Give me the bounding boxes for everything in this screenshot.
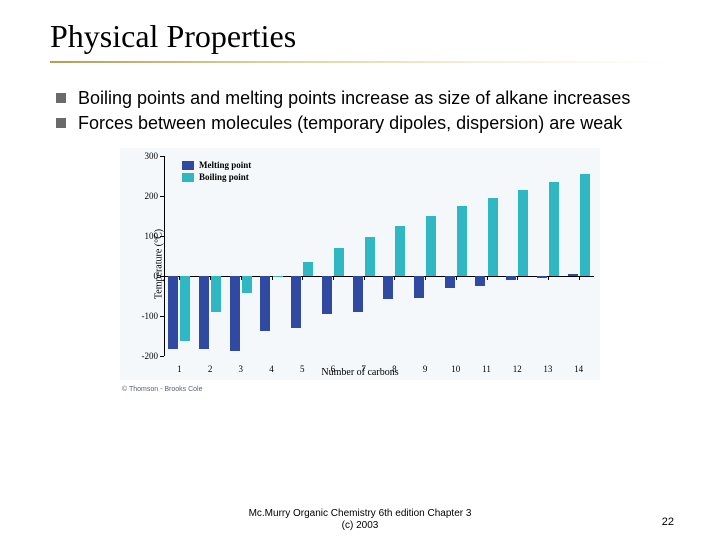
plot-region: -200-10001002003001234567891011121314 xyxy=(164,156,594,356)
chart-bar xyxy=(260,276,270,331)
chart-bar xyxy=(580,174,590,276)
chart-bar xyxy=(334,248,344,276)
chart-bar xyxy=(395,226,405,276)
legend-swatch-icon xyxy=(182,173,194,182)
chart-bar xyxy=(537,276,547,278)
x-tick-label: 13 xyxy=(543,364,552,372)
chart-bar xyxy=(414,276,424,298)
x-tick-label: 5 xyxy=(300,364,305,372)
chart-bar xyxy=(457,206,467,276)
chart-bar xyxy=(549,182,559,276)
legend-item: Boiling point xyxy=(182,172,251,182)
page-number: 22 xyxy=(662,516,674,528)
x-tick-label: 10 xyxy=(451,364,460,372)
x-tick-label: 9 xyxy=(423,364,428,372)
chart-area: Temperature (°C) -200-100010020030012345… xyxy=(120,148,600,380)
bullet-item: Forces between molecules (temporary dipo… xyxy=(56,112,670,135)
bullet-item: Boiling points and melting points increa… xyxy=(56,87,670,110)
chart-bar xyxy=(445,276,455,288)
chart-bar xyxy=(322,276,332,314)
y-tick-label: 300 xyxy=(145,151,159,161)
title-underline xyxy=(50,61,670,63)
legend-label: Melting point xyxy=(199,160,251,170)
x-tick-label: 14 xyxy=(574,364,583,372)
y-tick-label: 100 xyxy=(145,231,159,241)
x-tick-label: 1 xyxy=(177,364,182,372)
chart-bar xyxy=(475,276,485,286)
bullet-list: Boiling points and melting points increa… xyxy=(50,87,670,134)
slide-footer: Mc.Murry Organic Chemistry 6th edition C… xyxy=(0,508,720,532)
chart-bar xyxy=(230,276,240,351)
chart-bar xyxy=(506,276,516,280)
x-tick-label: 11 xyxy=(482,364,491,372)
x-tick-label: 3 xyxy=(239,364,244,372)
y-tick-label: -200 xyxy=(142,351,159,361)
x-tick-label: 2 xyxy=(208,364,213,372)
chart-container: Temperature (°C) -200-100010020030012345… xyxy=(120,148,600,393)
chart-bar xyxy=(199,276,209,349)
chart-credit: © Thomson - Brooks Cole xyxy=(120,386,600,393)
chart-bar xyxy=(303,262,313,276)
chart-bar xyxy=(353,276,363,312)
chart-bar xyxy=(168,276,178,349)
slide-title: Physical Properties xyxy=(50,18,670,61)
x-tick-label: 4 xyxy=(269,364,274,372)
x-tick-label: 12 xyxy=(513,364,522,372)
chart-bar xyxy=(426,216,436,276)
slide: Physical Properties Boiling points and m… xyxy=(0,0,720,540)
chart-bar xyxy=(568,274,578,276)
y-tick-label: -100 xyxy=(142,311,159,321)
x-axis-title: Number of carbons xyxy=(321,367,398,378)
chart-bar xyxy=(488,198,498,276)
chart-bar xyxy=(211,276,221,312)
chart-legend: Melting point Boiling point xyxy=(182,160,251,184)
y-tick-label: 0 xyxy=(154,271,159,281)
legend-label: Boiling point xyxy=(199,172,249,182)
chart-bar xyxy=(518,190,528,276)
legend-item: Melting point xyxy=(182,160,251,170)
chart-bar xyxy=(383,276,393,299)
y-tick-label: 200 xyxy=(145,191,159,201)
footer-line-1: Mc.Murry Organic Chemistry 6th edition C… xyxy=(249,508,472,519)
chart-bar xyxy=(291,276,301,328)
legend-swatch-icon xyxy=(182,161,194,170)
chart-bar xyxy=(365,237,375,276)
chart-bar xyxy=(180,276,190,341)
footer-line-2: (c) 2003 xyxy=(342,520,379,531)
chart-bar xyxy=(242,276,252,293)
